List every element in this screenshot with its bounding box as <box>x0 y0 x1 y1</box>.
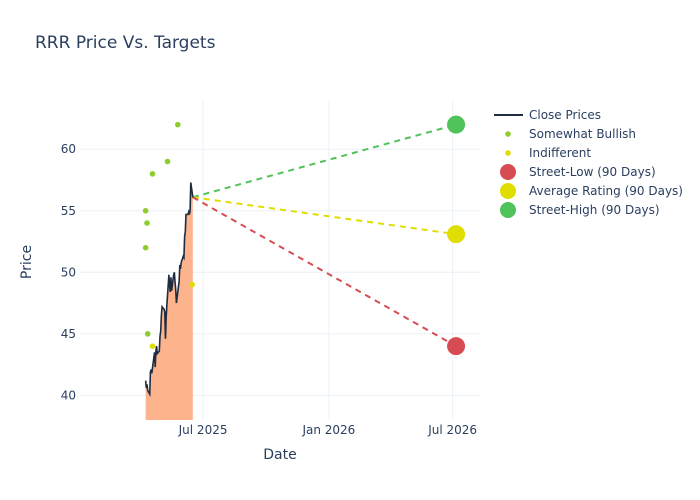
legend-label: Street-High (90 Days) <box>529 203 660 217</box>
legend-swatch <box>505 150 511 156</box>
analyst-rating-point <box>189 281 195 288</box>
close-price-area <box>145 182 193 420</box>
y-tick-label: 55 <box>61 204 76 218</box>
legend-label: Close Prices <box>529 108 601 122</box>
legend-label: Indifferent <box>529 146 591 160</box>
target-marker <box>447 225 466 244</box>
y-tick-label: 50 <box>61 265 76 279</box>
projection-line <box>192 196 457 348</box>
legend-swatch <box>500 164 516 180</box>
chart-title: RRR Price Vs. Targets <box>35 33 216 53</box>
close-price-line <box>144 182 194 398</box>
target-marker <box>447 115 466 134</box>
projection-line <box>192 123 457 199</box>
analyst-rating-point <box>149 171 156 177</box>
x-tick-label: Jul 2026 <box>427 423 477 437</box>
analyst-rating-point <box>142 244 149 251</box>
analyst-rating-point <box>164 158 171 165</box>
y-tick-label: 45 <box>61 327 76 341</box>
projection-line <box>192 196 457 236</box>
analyst-rating-point <box>144 331 151 337</box>
target-marker <box>447 337 466 356</box>
legend-swatch <box>500 183 516 199</box>
legend-label: Somewhat Bullish <box>529 127 636 141</box>
analyst-rating-point <box>174 121 181 128</box>
legend-swatch <box>500 202 516 218</box>
legend-swatch <box>505 131 511 137</box>
x-tick-label: Jul 2025 <box>178 423 228 437</box>
x-axis-title: Date <box>263 447 297 463</box>
legend-label: Average Rating (90 Days) <box>529 184 683 198</box>
legend-label: Street-Low (90 Days) <box>529 165 656 179</box>
analyst-rating-point <box>144 220 150 226</box>
analyst-rating-point <box>142 207 149 214</box>
x-tick-label: Jan 2026 <box>301 423 355 437</box>
y-tick-label: 40 <box>61 388 76 402</box>
y-tick-label: 60 <box>61 142 76 156</box>
analyst-rating-point <box>149 343 156 349</box>
